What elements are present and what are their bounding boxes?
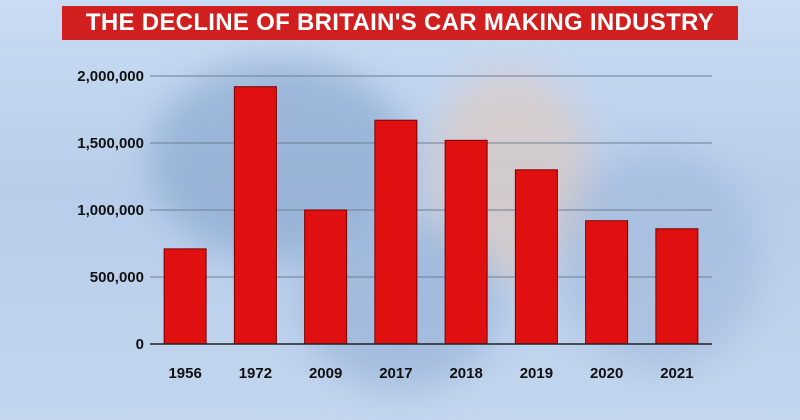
bar-2009: [304, 209, 348, 345]
x-tick-label: 1956: [168, 365, 201, 382]
x-tick-label: 2009: [309, 365, 342, 382]
x-tick-label: 2020: [590, 365, 623, 382]
tick-labels: 0 500,000 1,000,000 1,500,000 2,000,000 1956 1…: [77, 68, 693, 382]
bar-2020: [585, 220, 629, 345]
bars: [163, 86, 699, 345]
y-tick-label: 500,000: [90, 269, 144, 286]
y-tick-label: 2,000,000: [77, 68, 144, 85]
y-tick-label: 1,000,000: [77, 202, 144, 219]
bar-1972: [233, 86, 277, 345]
bar-2017: [374, 119, 418, 345]
chart-title: THE DECLINE OF BRITAIN'S CAR MAKING INDU…: [62, 6, 738, 40]
x-tick-label: 2017: [379, 365, 412, 382]
x-tick-label: 1972: [239, 365, 272, 382]
bar-2019: [514, 169, 558, 345]
x-tick-label: 2018: [449, 365, 482, 382]
bar-2018: [444, 139, 488, 345]
bar-2021: [655, 228, 699, 345]
y-tick-label: 1,500,000: [77, 135, 144, 152]
y-tick-label: 0: [136, 336, 144, 353]
x-tick-label: 2021: [660, 365, 693, 382]
x-tick-label: 2019: [520, 365, 553, 382]
bar-1956: [163, 248, 207, 345]
